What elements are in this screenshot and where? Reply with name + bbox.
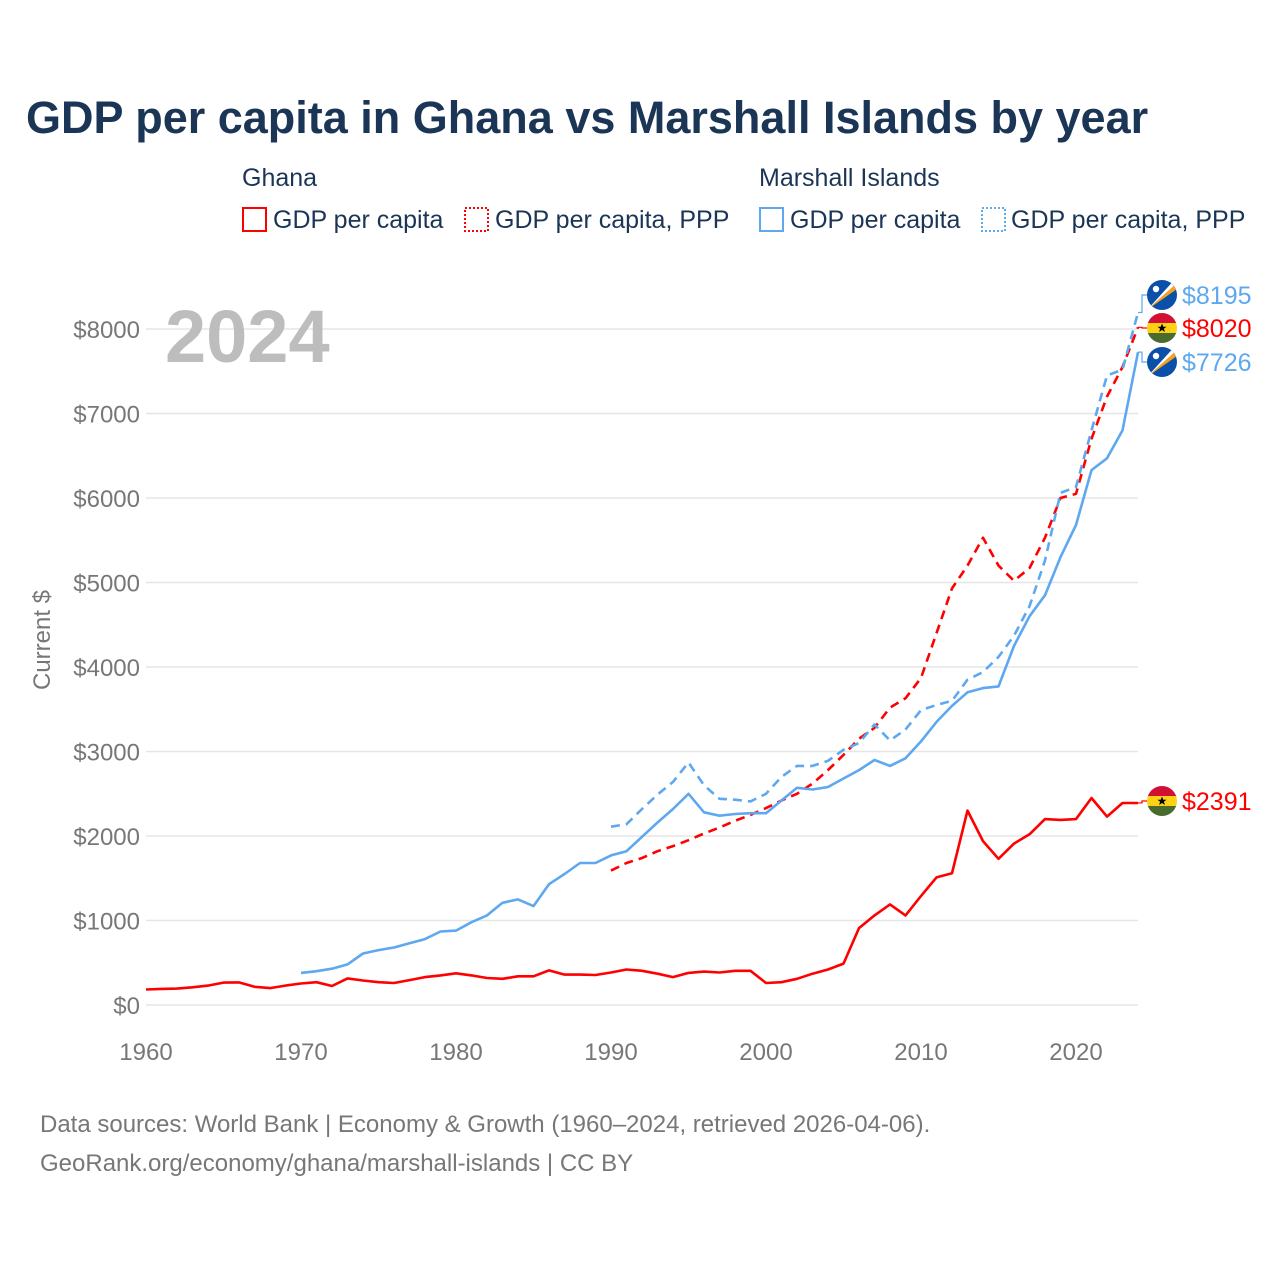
leader-line (1138, 326, 1150, 329)
footer-sources: Data sources: World Bank | Economy & Gro… (40, 1111, 930, 1138)
x-tick-label: 2020 (1049, 1039, 1102, 1066)
ghana-flag-icon (1147, 313, 1177, 343)
series-lines (145, 312, 1140, 991)
y-tick-label: $5000 (73, 571, 140, 598)
y-tick-label: $2000 (73, 824, 140, 851)
legend: Ghana GDP per capita GDP per capita, PPP… (242, 164, 1245, 234)
footer-link[interactable]: GeoRank.org/economy/ghana/marshall-islan… (40, 1150, 633, 1177)
chart-title: GDP per capita in Ghana vs Marshall Isla… (26, 92, 1148, 143)
x-tick-label: 2000 (739, 1039, 792, 1066)
leader-line (1138, 294, 1150, 314)
legend-swatch-marshall-ppp (981, 207, 1006, 232)
x-tick-label: 1990 (584, 1039, 637, 1066)
y-tick-label: $8000 (73, 317, 140, 344)
ghana-flag-icon (1147, 786, 1177, 816)
legend-label-ghana-gdp[interactable]: GDP per capita (273, 206, 444, 234)
end-value-label: $2391 (1182, 788, 1252, 816)
series-line-3 (610, 312, 1140, 828)
series-line-1 (610, 326, 1140, 872)
y-tick-label: $3000 (73, 740, 140, 767)
series-line-0 (145, 796, 1138, 991)
end-value-label: $8020 (1182, 315, 1252, 343)
year-watermark: 2024 (165, 295, 330, 378)
x-tick-label: 1970 (274, 1039, 327, 1066)
x-axis: 1960 1970 1980 1990 2000 2010 2020 (119, 1039, 1102, 1066)
y-tick-label: $4000 (73, 655, 140, 682)
legend-label-marshall-gdp[interactable]: GDP per capita (790, 206, 961, 234)
legend-group-ghana: Ghana (242, 164, 317, 192)
end-labels: $2391 $8020 $7726 $8195 (1138, 280, 1252, 816)
end-value-label: $8195 (1182, 282, 1252, 310)
y-tick-label: $7000 (73, 402, 140, 429)
grid (146, 328, 1138, 1006)
leader-line (1138, 800, 1150, 804)
legend-swatch-ghana-ppp (464, 207, 489, 232)
x-tick-label: 1980 (429, 1039, 482, 1066)
marshall-islands-flag-icon (1147, 280, 1177, 310)
legend-swatch-ghana-gdp (242, 207, 267, 232)
x-tick-label: 2010 (894, 1039, 947, 1066)
y-axis-label: Current $ (29, 590, 56, 690)
y-tick-label: $0 (113, 993, 140, 1020)
legend-group-marshall: Marshall Islands (759, 164, 940, 192)
marshall-islands-flag-icon (1147, 347, 1177, 377)
x-tick-label: 1960 (119, 1039, 172, 1066)
leader-line (1138, 351, 1150, 363)
series-line-2 (300, 351, 1140, 975)
legend-swatch-marshall-gdp (759, 207, 784, 232)
legend-label-marshall-ppp[interactable]: GDP per capita, PPP (1011, 206, 1245, 234)
y-tick-label: $6000 (73, 486, 140, 513)
y-tick-label: $1000 (73, 909, 140, 936)
legend-label-ghana-ppp[interactable]: GDP per capita, PPP (495, 206, 729, 234)
y-axis: $0 $1000 $2000 $3000 $4000 $5000 $6000 $7000 $80… (73, 317, 140, 1020)
end-value-label: $7726 (1182, 349, 1252, 377)
